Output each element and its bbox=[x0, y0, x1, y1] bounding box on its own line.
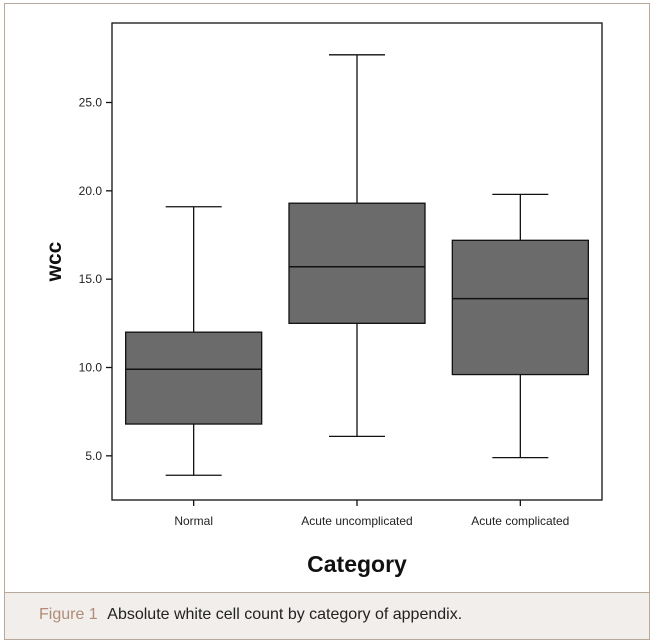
x-axis-title: Category bbox=[307, 551, 407, 577]
figure-frame: 5.0 10.0 15.0 20.0 25.0 Normal Acute uncomplic… bbox=[4, 3, 650, 640]
boxplot-chart: 5.0 10.0 15.0 20.0 25.0 Normal Acute uncomplic… bbox=[43, 22, 603, 577]
y-tick-label: 20.0 bbox=[79, 184, 103, 198]
y-tick-label: 15.0 bbox=[79, 272, 103, 286]
x-tick-label: Normal bbox=[174, 514, 213, 528]
y-tick-label: 5.0 bbox=[85, 449, 102, 463]
y-tick-label: 25.0 bbox=[79, 96, 103, 110]
caption-label: Figure 1 bbox=[39, 606, 98, 623]
box-1 bbox=[288, 202, 426, 324]
box-0 bbox=[125, 331, 263, 425]
y-axis-title: wcc bbox=[43, 241, 66, 282]
x-tick-label: Acute complicated bbox=[471, 514, 569, 528]
x-tick-label: Acute uncomplicated bbox=[301, 514, 412, 528]
caption-bar: Figure 1 Absolute white cell count by ca… bbox=[5, 592, 649, 639]
y-tick-label: 10.0 bbox=[79, 361, 103, 375]
figure-caption: Figure 1 Absolute white cell count by ca… bbox=[39, 606, 462, 624]
box-2 bbox=[451, 239, 589, 376]
caption-body: Absolute white cell count by category of… bbox=[107, 606, 463, 623]
